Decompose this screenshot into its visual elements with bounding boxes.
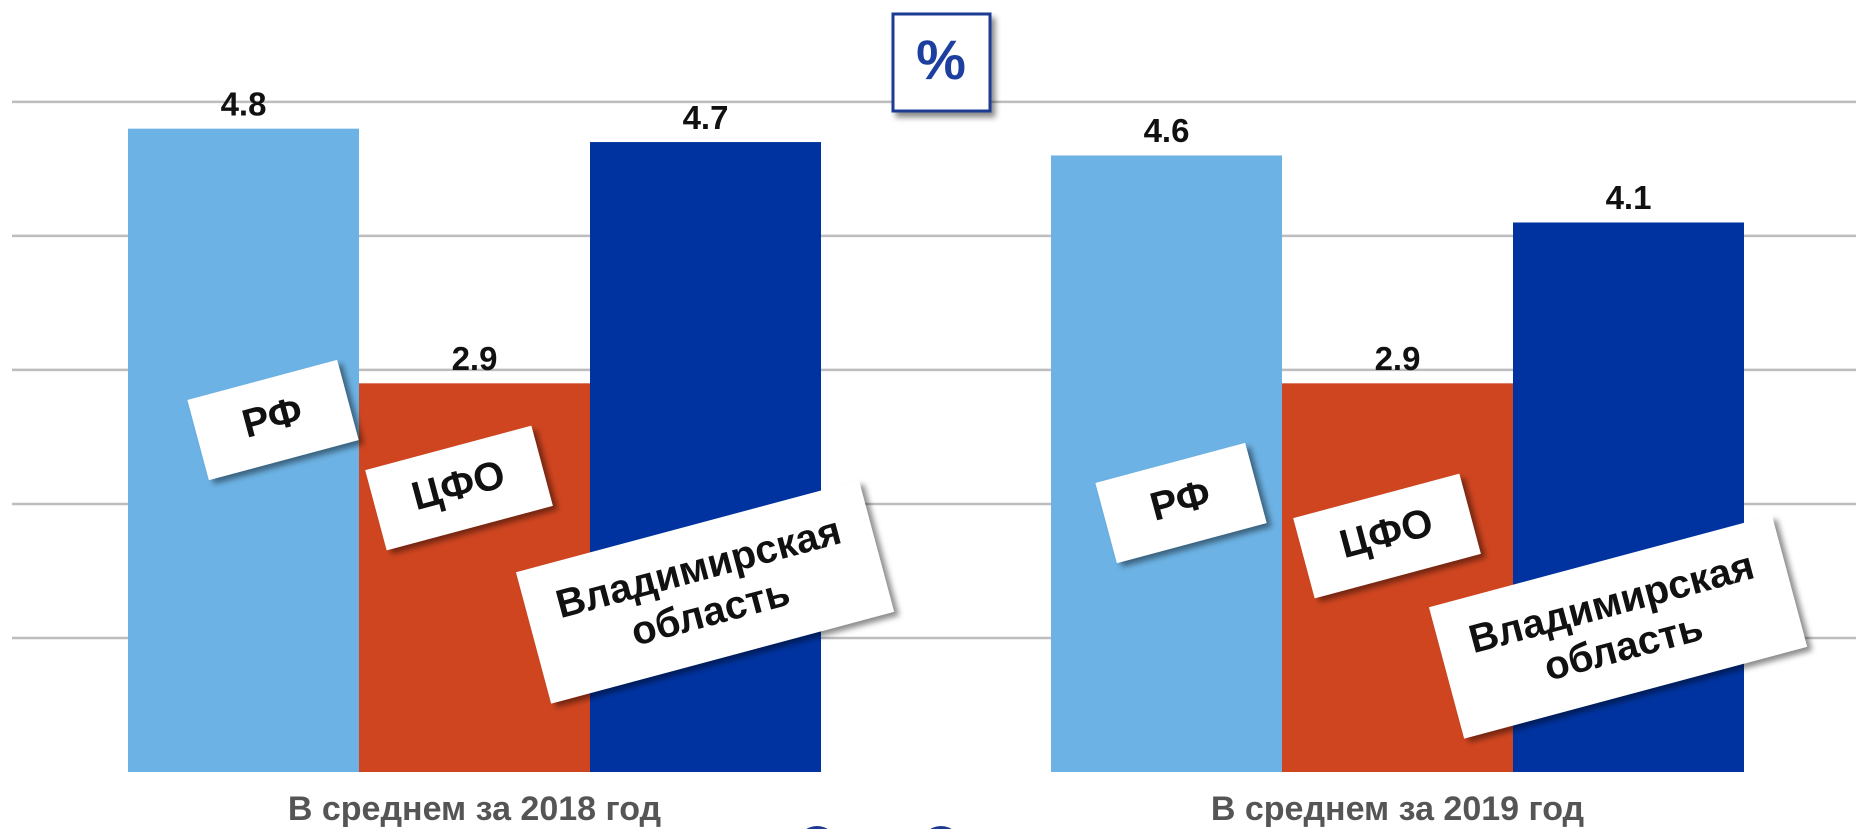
legend-box: [1428, 515, 1808, 739]
legend-box: [1293, 473, 1481, 599]
unit-label: %: [916, 28, 966, 91]
legend-item: ЦФО: [1293, 473, 1481, 599]
x-tick-label: В среднем за 2019 год: [1211, 790, 1584, 828]
legend-box: [365, 425, 553, 551]
unit-box: [891, 12, 992, 113]
legend-item: РФ: [1095, 442, 1267, 564]
legend-item: ЦФО: [365, 425, 553, 551]
value-label: 4.1: [1606, 179, 1652, 216]
decor-dot: [806, 826, 828, 829]
legend-box: [187, 359, 359, 481]
value-label: 2.9: [1375, 340, 1421, 377]
value-label: 2.9: [452, 340, 498, 377]
value-label: 4.7: [683, 99, 729, 136]
value-label: 4.6: [1144, 112, 1190, 149]
decor-dot: [930, 826, 952, 829]
value-label: 4.8: [221, 85, 267, 122]
x-tick-label: В среднем за 2018 год: [288, 790, 661, 828]
legend-item: РФ: [187, 359, 359, 481]
labels: В среднем за 2018 год 4.8 2.9 4.7 В среднем …: [221, 85, 1652, 828]
legend-box: [1095, 442, 1267, 564]
legend-box: [515, 480, 895, 704]
